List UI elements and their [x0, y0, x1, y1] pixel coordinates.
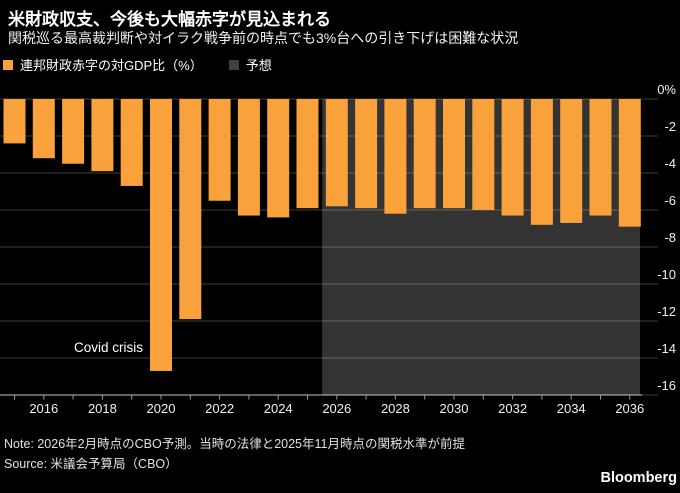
legend-swatch-deficit	[3, 59, 13, 70]
x-axis-label: 2016	[29, 401, 58, 416]
bloomberg-logo: Bloomberg	[600, 470, 677, 486]
x-axis-label: 2036	[615, 401, 644, 416]
bar-2031	[472, 99, 495, 210]
bar-2032	[501, 99, 524, 216]
bar-2036	[618, 99, 641, 227]
y-axis-label: -14	[657, 341, 676, 356]
legend-label-deficit: 連邦財政赤字の対GDP比（%）	[20, 58, 203, 73]
x-axis-label: 2034	[557, 401, 586, 416]
x-axis-label: 2020	[147, 401, 176, 416]
bar-2029	[413, 99, 436, 209]
bar-2026	[325, 99, 348, 207]
x-axis-label: 2024	[264, 401, 293, 416]
bar-2027	[355, 99, 378, 209]
legend-swatch-forecast	[228, 59, 239, 70]
y-axis-label: -16	[657, 378, 676, 393]
chart-title: 米財政収支、今後も大幅赤字が見込まれる	[8, 10, 331, 29]
chart-subtitle: 関税巡る最高裁判断や対イラク戦争前の時点でも3%台への引き下げは困難な状況	[8, 30, 519, 46]
bar-2023	[237, 99, 260, 216]
bar-2017	[62, 99, 85, 164]
bar-2020	[150, 99, 172, 371]
bar-2018	[91, 99, 114, 172]
bar-2035	[589, 99, 612, 216]
legend: 連邦財政赤字の対GDP比（%） 予想	[3, 55, 272, 74]
x-axis-label: 2032	[498, 401, 527, 416]
bar-2016	[32, 99, 55, 159]
source-text: Source: 米議会予算局（CBO）	[4, 457, 178, 471]
y-axis-label: -6	[664, 193, 676, 208]
bar-2024	[267, 99, 290, 218]
x-axis-label: 2030	[440, 401, 469, 416]
y-axis-label: -8	[664, 230, 676, 245]
bar-2028	[384, 99, 407, 214]
note-text: Note: 2026年2月時点のCBO予測。当時の法律と2025年11月時点の関…	[4, 437, 465, 451]
bar-2015	[3, 99, 26, 144]
x-axis-label: 2026	[322, 401, 351, 416]
bar-2022	[208, 99, 231, 201]
deficit-bar-chart: 2016 2018 2020 2022 2024 2026 2028 2030 2032 2034…	[0, 82, 676, 416]
y-axis-label: -12	[657, 304, 676, 319]
bar-2019	[120, 99, 143, 186]
legend-item-forecast: 予想	[228, 55, 272, 74]
legend-label-forecast: 予想	[245, 58, 272, 73]
x-axis-label: 2018	[88, 401, 117, 416]
y-axis-label: -10	[657, 267, 676, 282]
bar-2034	[560, 99, 583, 223]
bar-2030	[443, 99, 465, 209]
x-axis-label: 2022	[205, 401, 234, 416]
bar-2021	[179, 99, 202, 320]
legend-item-deficit: 連邦財政赤字の対GDP比（%）	[3, 55, 203, 74]
y-axis-label: 0%	[657, 82, 676, 97]
bar-2033	[530, 99, 553, 225]
x-axis-label: 2028	[381, 401, 410, 416]
bar-2025	[296, 99, 319, 209]
annotation-covid-crisis: Covid crisis	[74, 340, 143, 355]
y-axis-label: -2	[664, 119, 676, 134]
y-axis-label: -4	[664, 156, 676, 171]
